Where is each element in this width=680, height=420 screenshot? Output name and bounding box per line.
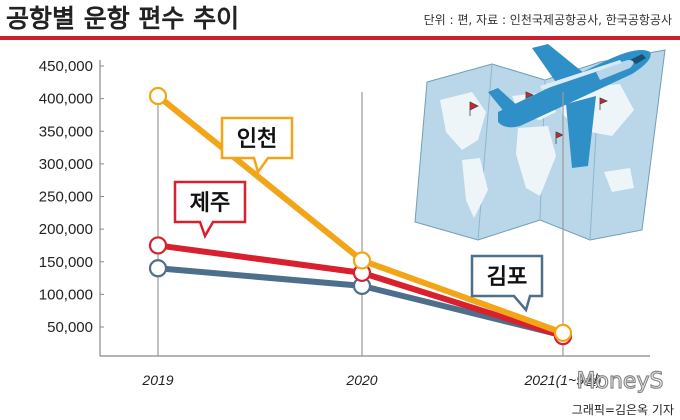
chart-title: 공항별 운항 편수 추이 [6,4,239,33]
header-rule [0,36,680,40]
y-tick-label: 50,000 [47,319,93,336]
category-guides [157,92,564,356]
x-tick-label: 2019 [141,372,173,388]
data-point-인천 [553,323,573,342]
y-tick-label: 450,000 [39,58,93,75]
series-label-jeju: 제주 [173,180,247,239]
source-note: 단위 : 편, 자료 : 인천국제공항공사, 한국공항공사 [424,12,672,27]
data-point-김포 [148,259,168,278]
y-tick-label: 250,000 [39,189,93,206]
data-point-인천 [148,86,168,106]
y-tick-label: 100,000 [39,286,93,303]
y-tick-label: 200,000 [39,221,93,238]
data-point-인천 [352,251,372,270]
x-ticks: 2019 2020 2021(1~9월) [141,372,601,388]
x-tick-label: 2021(1~9월) [523,372,601,388]
label-gimpo: 김포 [487,265,527,290]
world-map-illustration [414,49,666,241]
data-point-제주 [148,236,168,255]
y-tick-label: 350,000 [39,123,93,140]
y-tick-label: 400,000 [39,91,93,108]
y-ticks: 50,000 100,000 150,000 200,000 250,000 300,00… [39,58,104,336]
label-jeju: 제주 [190,191,230,216]
series-label-incheon: 인천 [220,116,294,175]
y-axis: 50,000 100,000 150,000 200,000 250,000 300,00… [39,58,104,356]
moneys-watermark: MoneyS [577,369,664,394]
y-tick-label: 150,000 [39,254,93,271]
label-incheon: 인천 [237,127,277,152]
graphic-credit: 그래픽=김은옥 기자 [572,403,674,417]
y-tick-label: 300,000 [39,156,93,173]
airplane-icon [488,44,651,168]
series-label-gimpo: 김포 [470,254,544,313]
x-tick-label: 2020 [345,372,377,388]
